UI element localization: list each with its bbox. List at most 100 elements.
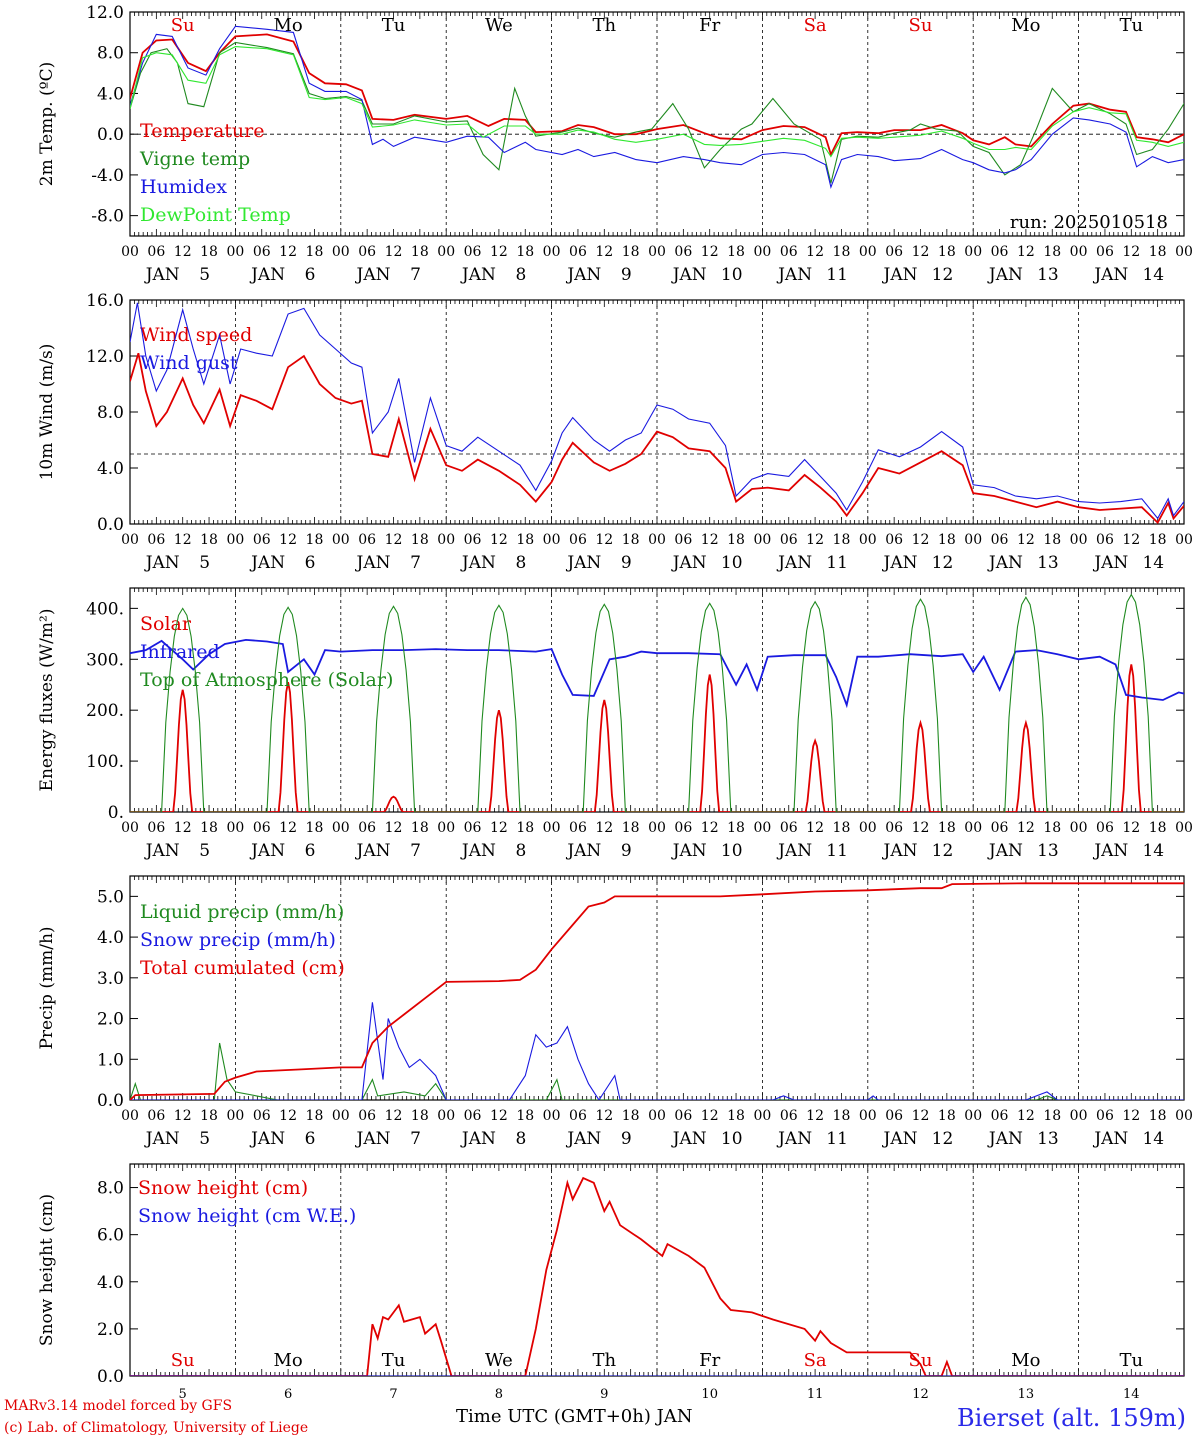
weekday-label: Su bbox=[909, 15, 933, 36]
month-label: JAN bbox=[249, 841, 285, 861]
month-label: JAN bbox=[776, 265, 812, 285]
hour-tick-label: 00 bbox=[226, 1108, 244, 1124]
y-axis-label: Energy fluxes (W/m²) bbox=[37, 609, 57, 792]
month-label: JAN bbox=[460, 1129, 496, 1149]
weekday-label: Su bbox=[171, 1350, 195, 1371]
day-number-label: 6 bbox=[305, 265, 316, 285]
hour-tick-label: 00 bbox=[437, 244, 455, 260]
weekday-label: Th bbox=[592, 15, 616, 36]
hour-tick-label: 18 bbox=[516, 532, 534, 548]
hour-tick-label: 06 bbox=[358, 1108, 376, 1124]
hour-tick-label: 06 bbox=[991, 244, 1009, 260]
series-line-humidex bbox=[130, 25, 1184, 189]
weekday-label: Sa bbox=[804, 1350, 827, 1371]
hour-tick-label: 00 bbox=[226, 820, 244, 836]
hour-tick-label: 18 bbox=[200, 244, 218, 260]
y-tick-label: -4.0 bbox=[91, 166, 124, 186]
y-tick-label: 2.0 bbox=[97, 1010, 124, 1030]
month-label: JAN bbox=[1092, 553, 1128, 573]
hour-tick-label: 00 bbox=[1070, 244, 1088, 260]
y-tick-label: 0.0 bbox=[97, 1091, 124, 1111]
hour-tick-label: 06 bbox=[569, 532, 587, 548]
month-label: JAN bbox=[776, 1129, 812, 1149]
month-label: JAN bbox=[987, 265, 1023, 285]
y-tick-label: 4.0 bbox=[97, 928, 124, 948]
hour-tick-label: 12 bbox=[279, 532, 297, 548]
day-number-label: 12 bbox=[932, 553, 954, 573]
hour-tick-label: 18 bbox=[1149, 532, 1167, 548]
series-line-dewpoint-temp bbox=[130, 46, 1184, 158]
month-label: JAN bbox=[355, 265, 391, 285]
hour-tick-label: 00 bbox=[437, 820, 455, 836]
hour-tick-label: 00 bbox=[543, 1108, 561, 1124]
y-tick-label: 5.0 bbox=[97, 887, 124, 907]
hour-tick-label: 18 bbox=[1043, 1108, 1061, 1124]
hour-tick-label: 00 bbox=[964, 244, 982, 260]
month-label: JAN bbox=[249, 265, 285, 285]
hour-tick-label: 06 bbox=[358, 820, 376, 836]
panel-5: 8.0 6.0 4.0 2.0 0.0 Snow height (cm) 5 6 7 8 9 10 11… bbox=[37, 1163, 1185, 1402]
hour-tick-label: 06 bbox=[147, 1108, 165, 1124]
hour-tick-label: 06 bbox=[991, 1108, 1009, 1124]
hour-tick-label: 00 bbox=[1175, 1108, 1193, 1124]
series-line-top-of-atmosphere-solar- bbox=[130, 593, 1184, 812]
day-number-label: 13 bbox=[1037, 841, 1059, 861]
time-axis-label: Time UTC (GMT+0h) JAN bbox=[456, 1406, 693, 1427]
hour-tick-label: 12 bbox=[174, 1108, 192, 1124]
month-label: JAN bbox=[987, 1129, 1023, 1149]
hour-tick-label: 00 bbox=[226, 244, 244, 260]
y-tick-label: 4.0 bbox=[97, 1273, 124, 1293]
day-number-label: 10 bbox=[721, 841, 743, 861]
day-number-label: 11 bbox=[826, 553, 848, 573]
weekday-label: Tu bbox=[382, 1350, 406, 1371]
hour-tick-label: 12 bbox=[1017, 820, 1035, 836]
hour-tick-label: 00 bbox=[332, 532, 350, 548]
hour-tick-label: 06 bbox=[569, 244, 587, 260]
y-tick-label: 0.0 bbox=[97, 1367, 124, 1387]
month-label: JAN bbox=[776, 841, 812, 861]
hour-tick-label: 00 bbox=[1070, 1108, 1088, 1124]
weekday-label: Sa bbox=[804, 15, 827, 36]
legend-entry: Solar bbox=[140, 613, 192, 635]
y-tick-label: 4.0 bbox=[97, 84, 124, 104]
month-label: JAN bbox=[460, 841, 496, 861]
day-number-label: 5 bbox=[199, 265, 210, 285]
month-label: JAN bbox=[882, 1129, 918, 1149]
month-label: JAN bbox=[987, 841, 1023, 861]
month-label: JAN bbox=[882, 841, 918, 861]
hour-tick-label: 18 bbox=[306, 1108, 324, 1124]
panel-4: 5.0 4.0 3.0 2.0 1.0 0.0 Precip (mm/h) 00 06 12 18 J… bbox=[37, 875, 1193, 1149]
hour-tick-label: 00 bbox=[543, 244, 561, 260]
hour-tick-label: 18 bbox=[411, 1108, 429, 1124]
day-number-label: 7 bbox=[410, 841, 421, 861]
month-label: JAN bbox=[882, 265, 918, 285]
hour-tick-label: 06 bbox=[991, 820, 1009, 836]
hour-tick-label: 18 bbox=[622, 532, 640, 548]
hour-tick-label: 00 bbox=[859, 820, 877, 836]
hour-tick-label: 06 bbox=[569, 820, 587, 836]
series-line-vigne-temp bbox=[130, 41, 1184, 184]
month-label: JAN bbox=[776, 553, 812, 573]
day-number-label: 12 bbox=[932, 1129, 954, 1149]
month-label: JAN bbox=[355, 553, 391, 573]
hour-tick-label: 00 bbox=[1175, 244, 1193, 260]
hour-tick-label: 12 bbox=[912, 532, 930, 548]
hour-tick-label: 00 bbox=[1175, 820, 1193, 836]
hour-tick-label: 18 bbox=[622, 820, 640, 836]
hour-tick-label: 06 bbox=[780, 532, 798, 548]
legend-entry: Wind gust bbox=[140, 352, 238, 374]
weekday-label: Su bbox=[171, 15, 195, 36]
hour-tick-label: 12 bbox=[490, 1108, 508, 1124]
hour-tick-label: 06 bbox=[253, 532, 271, 548]
y-tick-label: 8.0 bbox=[97, 1179, 124, 1199]
month-label: JAN bbox=[1092, 265, 1128, 285]
day-number-label: 10 bbox=[701, 1387, 718, 1402]
hour-tick-label: 00 bbox=[121, 820, 139, 836]
day-number-label: 9 bbox=[621, 553, 632, 573]
hour-tick-label: 06 bbox=[674, 1108, 692, 1124]
month-label: JAN bbox=[249, 553, 285, 573]
weekday-label: Tu bbox=[1119, 15, 1143, 36]
day-number-label: 14 bbox=[1142, 553, 1164, 573]
y-axis-label: 2m Temp. (ºC) bbox=[37, 62, 57, 187]
hour-tick-label: 12 bbox=[1017, 1108, 1035, 1124]
